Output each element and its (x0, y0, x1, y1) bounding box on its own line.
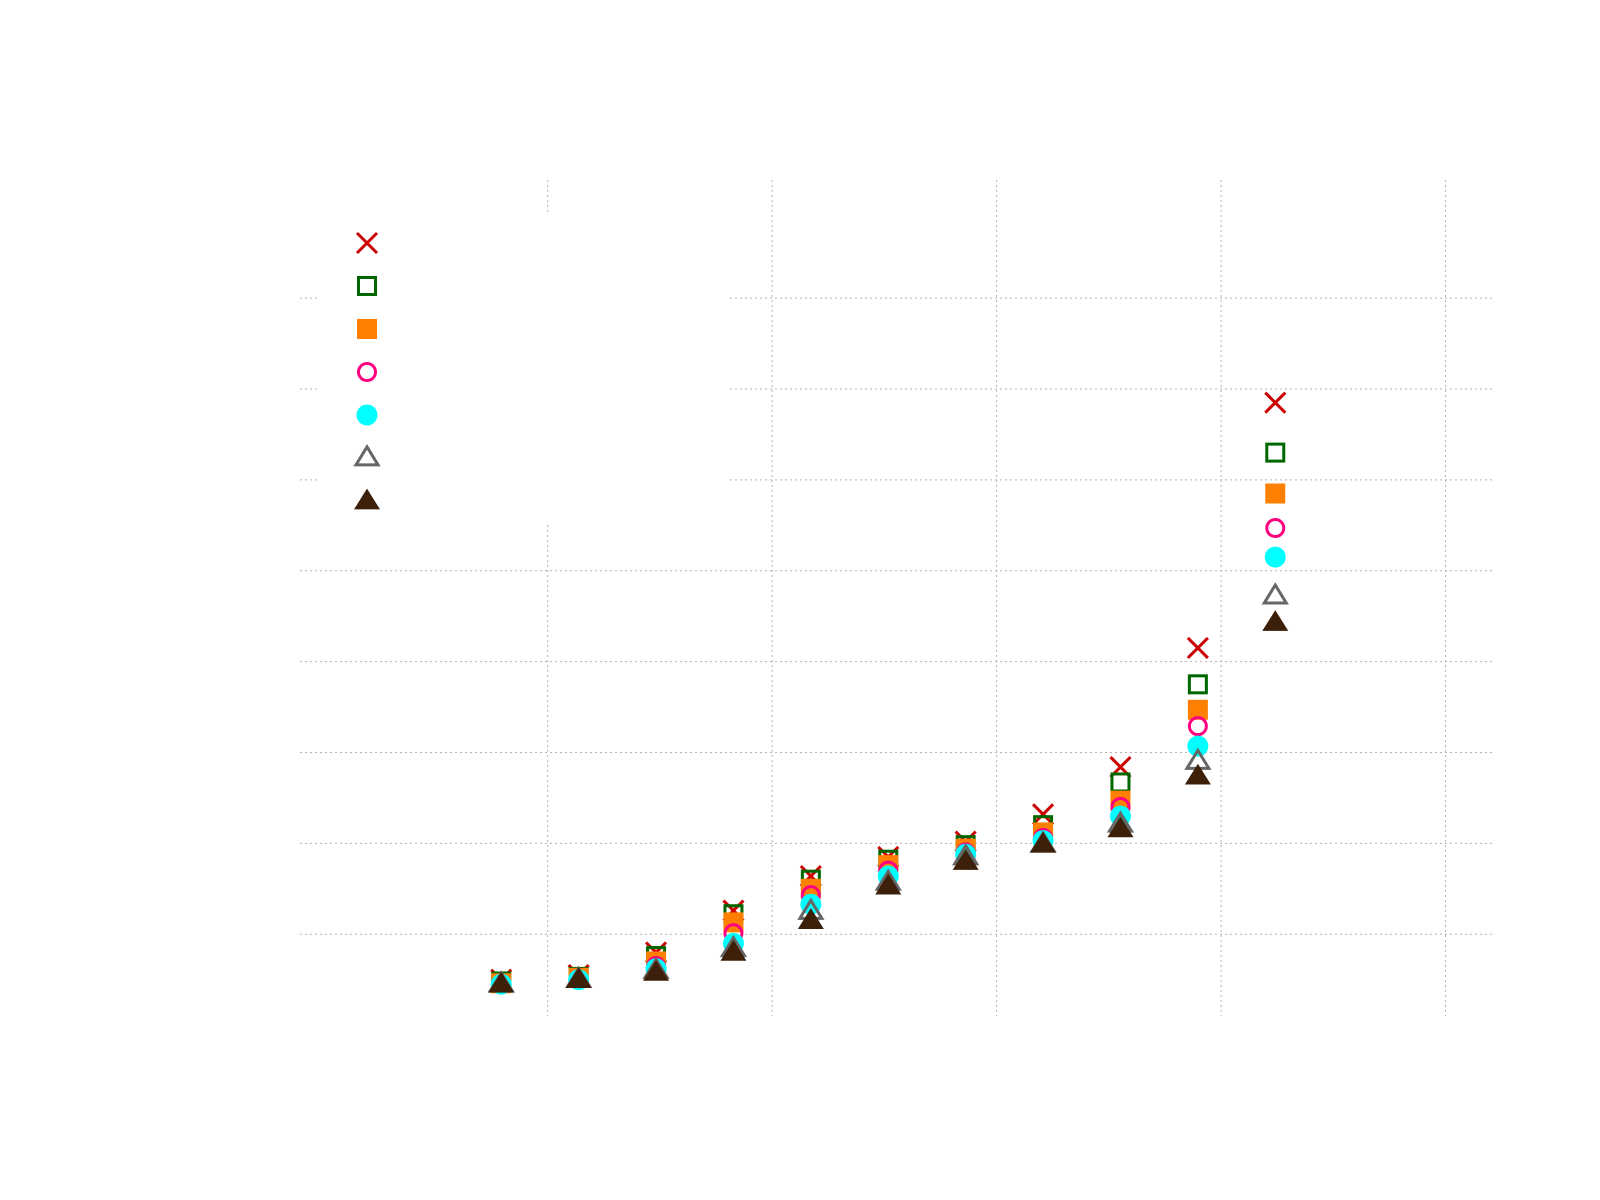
data-point-s3-9 (1187, 716, 1208, 737)
legend-marker-5 (353, 443, 381, 467)
data-point-s6-3 (720, 939, 747, 961)
series-6 (488, 610, 1289, 993)
data-point-s6-9 (1184, 763, 1211, 785)
data-point-s2-8 (1110, 790, 1131, 811)
data-point-s6-8 (1107, 816, 1134, 838)
data-point-s2-9 (1187, 699, 1208, 720)
legend-marker-3 (357, 362, 377, 382)
data-point-s1-9 (1187, 674, 1208, 695)
data-point-s6-0 (488, 971, 515, 993)
legend-marker-2 (357, 319, 377, 339)
data-point-s6-5 (875, 873, 902, 895)
data-point-s0-10 (1264, 391, 1287, 414)
data-point-s5-10 (1261, 582, 1289, 605)
data-point-s6-7 (1030, 831, 1057, 853)
series-4 (490, 546, 1286, 995)
data-point-s2-4 (800, 878, 821, 899)
data-point-s4-9 (1187, 735, 1209, 757)
legend-marker-6 (354, 488, 380, 510)
legend (318, 212, 728, 524)
data-point-s0-7 (1031, 803, 1055, 826)
data-point-s6-2 (643, 959, 670, 981)
data-point-s6-10 (1262, 610, 1289, 631)
data-point-s4-10 (1264, 546, 1286, 568)
series-2 (491, 483, 1286, 994)
data-point-s1-10 (1265, 442, 1286, 463)
points-layer (487, 391, 1289, 995)
legend-box (318, 212, 728, 524)
data-point-s6-1 (565, 967, 592, 989)
data-point-s0-9 (1186, 636, 1209, 660)
data-point-s6-6 (952, 849, 979, 870)
grid-layer (300, 180, 1492, 1016)
data-point-s1-8 (1110, 772, 1131, 793)
data-point-s3-10 (1265, 518, 1286, 539)
series-1 (491, 442, 1286, 992)
legend-marker-0 (355, 231, 379, 255)
series-5 (487, 582, 1289, 993)
legend-marker-4 (356, 404, 378, 426)
series-3 (491, 518, 1286, 995)
data-point-s2-10 (1265, 483, 1286, 504)
data-point-s6-4 (797, 908, 824, 929)
legend-marker-1 (357, 276, 377, 296)
